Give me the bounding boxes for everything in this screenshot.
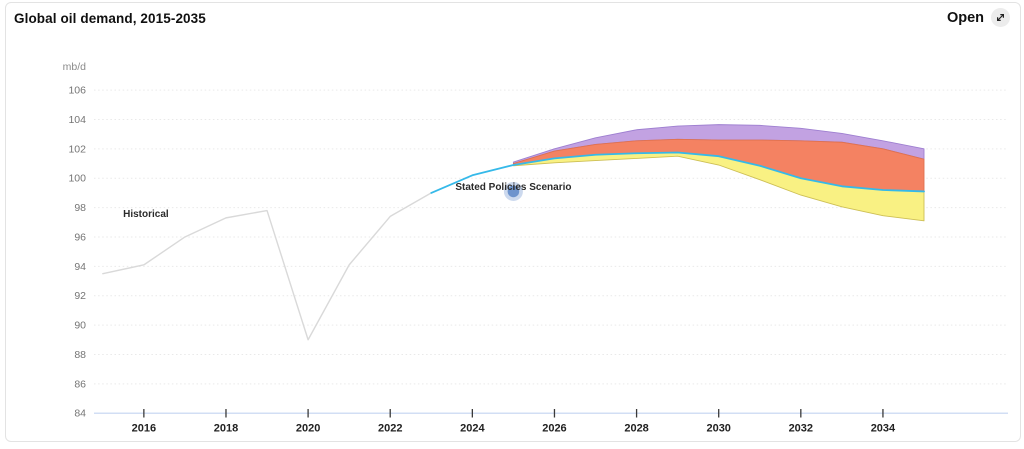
historical-line bbox=[102, 192, 432, 341]
y-axis-label: 104 bbox=[68, 114, 86, 126]
open-label: Open bbox=[946, 9, 984, 26]
y-axis-label: 98 bbox=[74, 202, 86, 214]
y-axis-label: 94 bbox=[74, 261, 86, 273]
y-axis-label: 96 bbox=[74, 231, 86, 243]
expand-icon[interactable] bbox=[991, 8, 1010, 27]
chart-card bbox=[5, 2, 1021, 442]
sps-line bbox=[430, 151, 925, 194]
y-axis-unit-label: mb/d bbox=[63, 61, 87, 73]
x-axis-label: 2024 bbox=[460, 423, 485, 435]
y-axis-label: 84 bbox=[74, 408, 86, 420]
x-axis-label: 2032 bbox=[789, 423, 813, 435]
x-axis-label: 2026 bbox=[542, 423, 566, 435]
y-axis-label: 100 bbox=[68, 173, 86, 185]
y-axis-label: 90 bbox=[74, 320, 86, 332]
y-axis-label: 92 bbox=[74, 290, 86, 302]
annotation-stated-policies-scenario: Stated Policies Scenario bbox=[455, 182, 571, 193]
x-axis-label: 2016 bbox=[132, 423, 156, 435]
y-axis-label: 88 bbox=[74, 349, 86, 361]
y-axis-label: 102 bbox=[68, 143, 86, 155]
chart-title: Global oil demand, 2015-2035 bbox=[14, 11, 206, 26]
x-axis-label: 2022 bbox=[378, 423, 402, 435]
annotation-historical: Historical bbox=[123, 209, 169, 220]
sps-marker[interactable] bbox=[507, 185, 520, 198]
x-axis-label: 2028 bbox=[624, 423, 648, 435]
x-axis-label: 2034 bbox=[871, 423, 896, 435]
y-axis-label: 106 bbox=[68, 85, 86, 97]
x-axis-label: 2018 bbox=[214, 423, 238, 435]
y-axis-label: 86 bbox=[74, 378, 86, 390]
x-axis-label: 2030 bbox=[706, 423, 730, 435]
x-axis-label: 2020 bbox=[296, 423, 320, 435]
open-button[interactable]: Open bbox=[947, 8, 1010, 27]
